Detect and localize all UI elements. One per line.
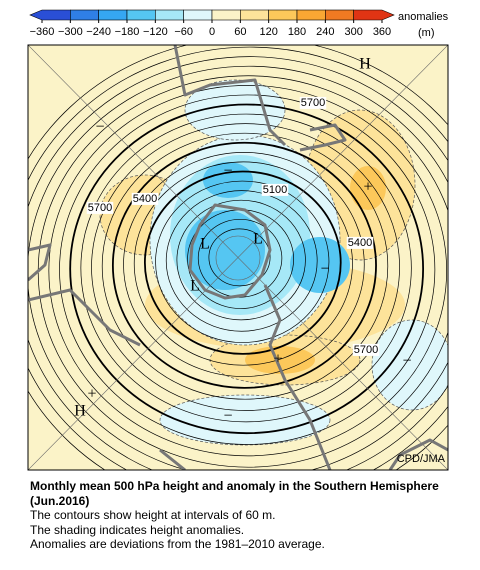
contour (80, 113, 412, 423)
map-label: L (200, 236, 210, 253)
colorbar-tick-label: 360 (373, 26, 391, 38)
colorbar-tick-label: −60 (174, 26, 193, 38)
colorbar-tick-label: 60 (234, 26, 246, 38)
colorbar-tick-label: −300 (58, 26, 83, 38)
colorbar-segment (296, 9, 326, 21)
label-backdrop (86, 201, 114, 214)
label-backdrop (131, 192, 159, 205)
label-backdrop (346, 236, 374, 249)
caption-line: Anomalies are deviations from the 1981–2… (30, 537, 325, 551)
colorbar-tick-label: −120 (143, 26, 168, 38)
contour (28, 65, 448, 470)
colorbar-segment (211, 9, 241, 21)
map-label: L (253, 231, 263, 248)
contour (59, 94, 436, 445)
map-label: − (95, 119, 104, 136)
label-backdrop (299, 96, 327, 109)
contour (69, 103, 425, 435)
contour (133, 161, 353, 366)
colorbar-segment (325, 9, 354, 21)
map-label: − (223, 408, 232, 425)
figure: −360 −300 −240 −180 −120 −60 0 60 120 180 240 300 36… (27, 9, 449, 471)
caption-line: The contours show height at intervals of… (30, 508, 276, 522)
grid-diagonals (28, 45, 448, 470)
colorbar-segment (98, 9, 128, 21)
map-label: + (363, 179, 372, 196)
colorbar-segment (183, 9, 213, 21)
colorbar-title: anomalies (398, 11, 449, 23)
contour (123, 151, 365, 377)
caption: Monthly mean 500 hPa height and anomaly … (30, 479, 450, 552)
map-label: 5700 (88, 202, 112, 214)
map-label: 5400 (133, 193, 157, 205)
anomaly-shading (99, 79, 448, 446)
map-label: H (74, 403, 86, 420)
map-frame (27, 44, 449, 471)
map-label: L (190, 278, 200, 295)
colorbar-segment (70, 9, 99, 21)
colorbar-tick-label: 300 (344, 26, 362, 38)
contour (101, 132, 389, 400)
map-label: 5100 (263, 184, 287, 196)
colorbar-tick-label: 240 (316, 26, 334, 38)
contour (48, 85, 447, 457)
colorbar-tick-label: 120 (259, 26, 277, 38)
height-contours (28, 45, 448, 470)
credit: CPD/JMA (397, 453, 446, 465)
map-label: − (223, 163, 232, 180)
map-label: − (320, 261, 329, 278)
colorbar-segment (353, 9, 395, 21)
map-label: − (402, 353, 411, 370)
colorbar-segment (29, 9, 71, 21)
label-backdrop (352, 343, 380, 356)
colorbar-segment (268, 9, 298, 21)
contour (111, 141, 377, 389)
map: H H L L L 5700 5700 5700 5400 5400 5100 + + + − − − − − (28, 45, 448, 470)
colorbar-tick-label: 0 (209, 26, 215, 38)
contour (176, 199, 306, 321)
map-label: H (359, 56, 371, 73)
map-label: + (273, 351, 282, 368)
map-label: 5400 (348, 237, 372, 249)
contour (208, 228, 271, 287)
colorbar-tick-label: −360 (30, 26, 55, 38)
colorbar-segment (240, 9, 269, 21)
map-label: + (87, 386, 96, 403)
contour (91, 123, 400, 411)
colorbar-segment (155, 9, 184, 21)
map-label: 5700 (301, 97, 325, 109)
contour (28, 46, 448, 470)
colorbar-unit: (m) (418, 27, 435, 39)
contour (165, 190, 318, 332)
contour (143, 170, 342, 355)
label-backdrop (261, 183, 289, 196)
colorbar-segment (126, 9, 156, 21)
contour (155, 180, 330, 343)
contour (28, 56, 448, 470)
caption-line: The shading indicates height anomalies. (30, 522, 245, 537)
colorbar-tick-label: −240 (86, 26, 111, 38)
caption-title: Monthly mean 500 hPa height and anomaly … (30, 479, 439, 508)
coastlines (28, 45, 448, 470)
colorbar-tick-label: 180 (288, 26, 306, 38)
map-label: 5700 (354, 344, 378, 356)
map-labels: H H L L L 5700 5700 5700 5400 5400 5100 + + + − − − − − (74, 56, 411, 425)
colorbar: −360 −300 −240 −180 −120 −60 0 60 120 180 240 300 36… (29, 9, 395, 38)
colorbar-tick-label: −180 (115, 26, 140, 38)
